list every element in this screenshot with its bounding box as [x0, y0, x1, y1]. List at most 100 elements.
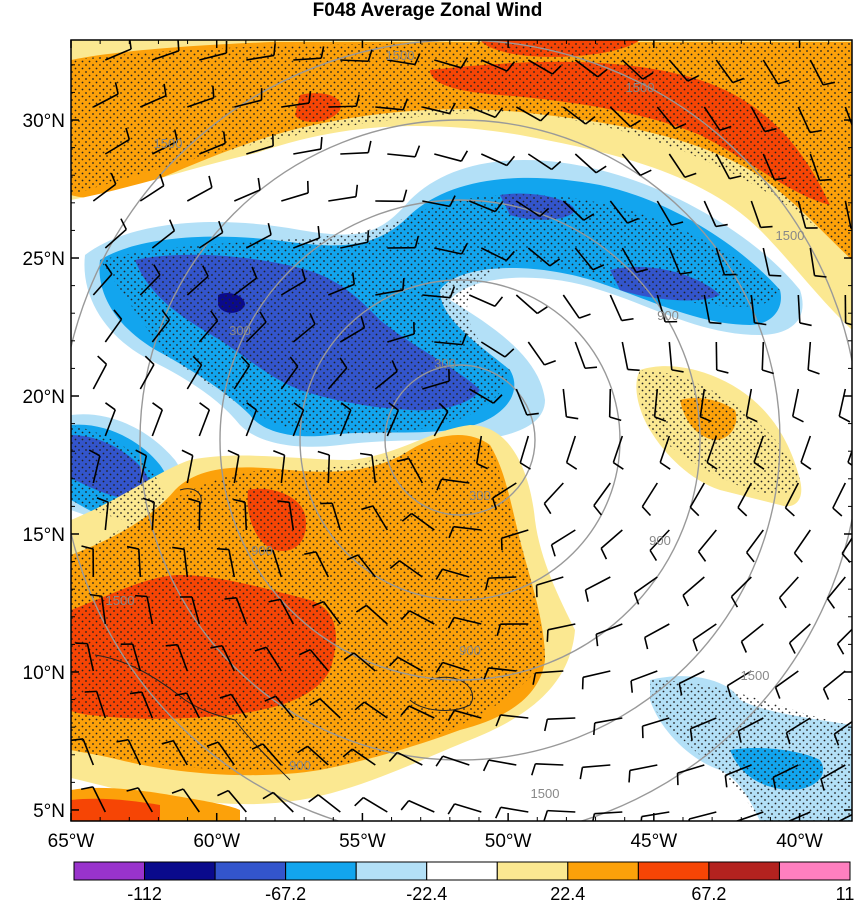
- wind-barb: [397, 457, 424, 484]
- wind-barb: [543, 809, 576, 821]
- wind-barb: [838, 388, 851, 423]
- wind-barb: [388, 751, 423, 766]
- wind-barb: [793, 529, 811, 563]
- wind-barb: [387, 53, 421, 66]
- colorbar-label: 67.2: [691, 884, 726, 900]
- x-tick-label: 65°W: [48, 831, 95, 852]
- wind-barb: [785, 717, 811, 745]
- wind-barb: [656, 294, 678, 323]
- wind-barb: [515, 200, 550, 218]
- wind-barb: [142, 497, 155, 531]
- wind-barb: [689, 482, 706, 517]
- wind-barb: [328, 184, 359, 202]
- wind-barb: [151, 219, 176, 249]
- wind-barb: [787, 811, 811, 821]
- wind-barb: [171, 788, 200, 813]
- wind-barb: [375, 98, 409, 111]
- wind-barb: [519, 435, 531, 470]
- wind-barb: [88, 449, 101, 484]
- wind-barb: [188, 497, 201, 531]
- wind-barb: [433, 402, 449, 437]
- colorbar-swatch: [285, 861, 357, 881]
- wind-barb: [653, 388, 667, 422]
- wind-barb: [480, 341, 515, 358]
- wind-barb: [234, 88, 263, 108]
- wind-barb: [388, 656, 423, 672]
- wind-barb: [216, 547, 236, 578]
- wind-barb: [126, 545, 142, 578]
- wind-barb: [621, 247, 649, 274]
- wind-barb: [715, 341, 729, 374]
- wind-barb: [676, 764, 705, 786]
- wind-barb: [245, 222, 272, 249]
- wind-barb: [550, 529, 576, 557]
- wind-barb: [92, 355, 108, 390]
- wind-barb: [181, 449, 194, 484]
- wind-barb: [92, 263, 113, 296]
- wind-barb: [822, 670, 846, 700]
- wind-barb: [400, 610, 435, 625]
- wind-barb: [174, 692, 201, 719]
- wind-barb: [584, 576, 611, 602]
- wind-barb: [447, 709, 482, 722]
- wind-barb: [837, 813, 852, 821]
- wind-barb: [447, 616, 482, 629]
- wind-barb: [92, 172, 117, 202]
- wind-barb: [592, 811, 623, 821]
- range-ring-label: 1500: [386, 48, 415, 63]
- x-tick-label: 60°W: [193, 831, 240, 852]
- wind-barb: [621, 153, 652, 177]
- wind-barb: [312, 600, 341, 625]
- wind-barb: [535, 576, 564, 598]
- wind-barb: [246, 43, 276, 61]
- wind-barb: [436, 478, 470, 491]
- wind-barb: [565, 435, 578, 470]
- wind-barb: [217, 789, 247, 813]
- wind-barb: [750, 200, 773, 229]
- wind-barb: [480, 247, 515, 262]
- colorbar-swatch: [73, 861, 146, 881]
- wind-barb: [496, 623, 529, 636]
- wind-barb: [293, 46, 325, 61]
- wind-barb: [609, 294, 634, 322]
- wind-barb: [116, 738, 142, 766]
- wind-barb: [328, 94, 360, 108]
- wind-barb: [280, 356, 299, 390]
- wind-barb: [703, 200, 728, 228]
- wind-barb: [84, 690, 107, 719]
- wind-barb: [165, 643, 189, 672]
- wind-barb: [609, 200, 639, 224]
- wind-barb: [697, 529, 717, 562]
- wind-barb: [737, 482, 753, 517]
- wind-barb: [682, 576, 705, 607]
- wind-barb: [532, 670, 564, 685]
- wind-barb: [750, 106, 777, 133]
- wind-barb: [210, 644, 236, 672]
- wind-barb: [281, 180, 309, 202]
- range-ring-label: 1500: [154, 136, 183, 151]
- y-tick-label: 20°N: [23, 387, 65, 408]
- range-ring-labels: 300 300 900 900 1500 1500 1500 1500 900 1500 900 15…: [106, 48, 805, 801]
- wind-barb: [688, 811, 717, 821]
- colorbar-swatch: [144, 861, 216, 881]
- wind-barb: [740, 623, 764, 653]
- wind-barb: [186, 175, 213, 202]
- y-tick-label: 15°N: [23, 525, 65, 546]
- wind-barb: [762, 153, 787, 181]
- wind-barb: [481, 59, 516, 72]
- wind-barb: [80, 786, 107, 813]
- wind-barb: [135, 594, 154, 625]
- wind-barb: [387, 145, 421, 158]
- wind-barb: [135, 449, 148, 484]
- wind-barb: [579, 764, 611, 780]
- wind-barb: [139, 355, 155, 390]
- wind-barb: [833, 720, 852, 746]
- y-tick-label: 25°N: [23, 249, 65, 270]
- wind-barb: [715, 153, 742, 180]
- wind-barb: [832, 482, 847, 517]
- wind-barb: [224, 597, 248, 625]
- y-tick-label: 10°N: [23, 663, 65, 684]
- wind-barb: [342, 748, 376, 766]
- wind-barb: [761, 341, 774, 375]
- range-ring-label: 900: [289, 758, 311, 773]
